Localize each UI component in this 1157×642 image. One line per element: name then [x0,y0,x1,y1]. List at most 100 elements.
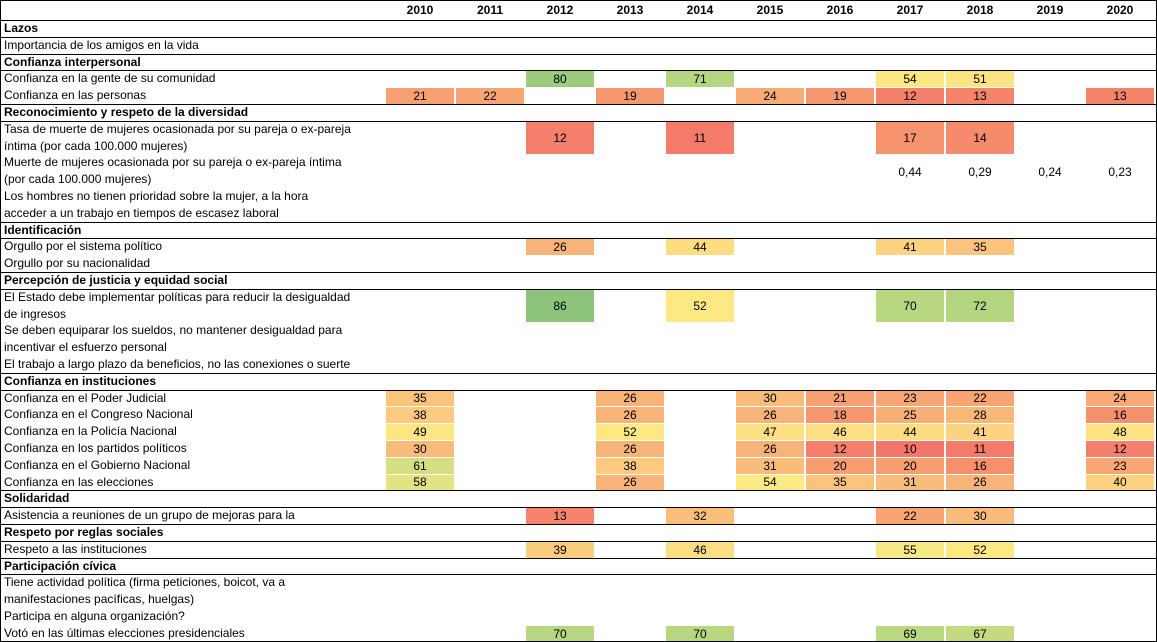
value-cell: 38 [386,407,454,424]
value-cell: 40 [1086,474,1154,491]
value-cell: 26 [596,441,664,457]
row-label: Se deben equiparar los sueldos, no mante… [4,323,343,338]
section-title: Lazos [4,21,39,35]
year-header: 2013 [616,3,644,17]
value-cell: 13 [946,88,1014,104]
rule [0,221,1157,223]
value-cell: 14 [946,121,1014,155]
value-cell: 0,24 [1038,164,1062,179]
rule [0,540,1157,542]
section-title: Confianza en instituciones [4,373,157,388]
value-cell: 26 [596,390,664,407]
value-cell: 72 [946,289,1014,323]
rule [0,104,1157,105]
value-cell: 31 [736,457,804,474]
value-cell: 10 [876,441,944,457]
value-cell: 17 [876,121,944,155]
rule [0,53,1157,55]
value-cell: 41 [946,424,1014,440]
rule [0,70,1157,72]
value-cell: 35 [386,390,454,407]
row-label: Confianza en la Policía Nacional [4,424,177,439]
value-cell: 26 [736,441,804,457]
value-cell: 35 [806,474,874,491]
year-header: 2018 [966,3,994,17]
value-cell: 26 [596,407,664,424]
value-cell: 0,44 [898,164,922,179]
row-label: (por cada 100.000 mujeres) [4,172,152,187]
rule [0,20,1157,21]
year-header: 2020 [1106,3,1134,17]
rule [0,389,1157,391]
value-cell: 16 [946,457,1014,474]
value-cell: 70 [876,289,944,323]
value-cell: 11 [666,121,734,155]
value-cell: 47 [736,424,804,440]
row-label: Tiene actividad política (firma peticion… [4,575,286,590]
value-cell: 58 [386,474,454,491]
rule [0,490,1157,492]
value-cell: 22 [456,88,524,104]
value-cell: 67 [946,625,1014,642]
rule [0,36,1157,38]
rule [0,557,1157,559]
value-cell: 52 [666,289,734,323]
year-header: 2017 [896,3,924,17]
value-cell: 22 [946,390,1014,407]
value-cell: 12 [806,441,874,457]
value-cell: 41 [876,239,944,256]
year-header: 2019 [1036,3,1064,17]
row-label: Los hombres no tienen prioridad sobre la… [4,189,309,203]
value-cell: 18 [806,407,874,424]
value-cell: 38 [596,457,664,474]
value-cell: 49 [386,424,454,440]
value-cell: 26 [596,474,664,491]
value-cell: 25 [876,407,944,424]
value-cell: 20 [806,457,874,474]
value-cell: 23 [876,390,944,407]
value-cell: 52 [596,424,664,440]
row-label: Confianza en las elecciones [4,474,154,489]
rule [0,372,1157,374]
row-label: Orgullo por el sistema político [4,239,163,254]
row-label: Votó en las últimas elecciones presidenc… [4,625,245,640]
value-cell: 24 [1086,390,1154,407]
value-cell: 20 [876,457,944,474]
value-cell: 61 [386,457,454,474]
row-label: Muerte de mujeres ocasionada por su pare… [4,155,342,170]
value-cell: 13 [526,508,594,524]
value-cell: 46 [666,541,734,558]
rule [0,524,1157,525]
value-cell: 16 [1086,407,1154,424]
value-cell: 70 [526,625,594,642]
section-title: Confianza interpersonal [4,54,141,69]
section-title: Percepción de justicia y equidad social [4,273,228,287]
year-header: 2010 [406,3,434,17]
rule [0,288,1157,290]
year-header: 2011 [476,3,504,17]
section-title: Solidaridad [4,491,70,506]
row-label: Respeto a las instituciones [4,541,147,556]
year-header: 2016 [826,3,854,17]
value-cell: 30 [386,441,454,457]
year-header: 2015 [756,3,784,17]
value-cell: 12 [876,88,944,104]
row-label: de ingresos [4,306,67,321]
value-cell: 86 [526,289,594,323]
section-title: Respeto por reglas sociales [4,525,164,539]
value-cell: 0,23 [1108,164,1132,179]
value-cell: 19 [806,88,874,104]
row-label: Importancia de los amigos en la vida [4,37,199,52]
value-cell: 19 [596,88,664,104]
section-title: Reconocimiento y respeto de la diversida… [4,105,249,119]
value-cell: 44 [666,239,734,256]
value-cell: 26 [526,239,594,256]
row-label: El trabajo a largo plazo da beneficios, … [4,357,351,371]
row-label: Confianza en el Congreso Nacional [4,407,193,422]
row-label: El Estado debe implementar políticas par… [4,289,351,304]
row-label: Confianza en el Poder Judicial [4,390,167,405]
value-cell: 13 [1086,88,1154,104]
value-cell: 48 [1086,424,1154,440]
